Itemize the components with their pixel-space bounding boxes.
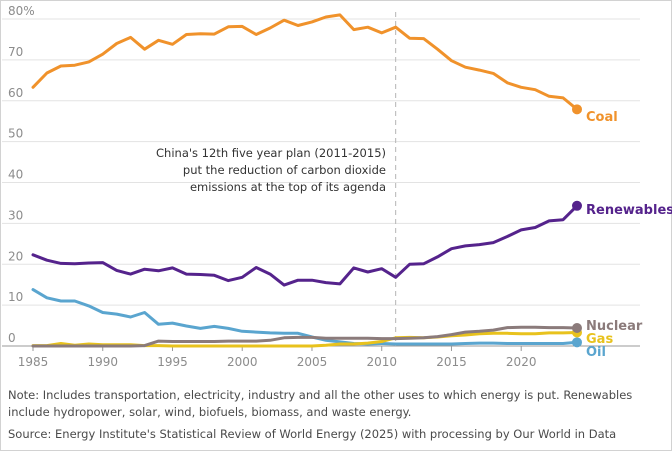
- y-tick-label: 30: [8, 208, 23, 222]
- source-text: Source: Energy Institute's Statistical R…: [8, 427, 617, 441]
- y-axis-ticks: 0 10 20 30 40 50 60 70 80%: [8, 4, 35, 345]
- coal-line: [31, 13, 579, 111]
- x-tick-label: 2000: [227, 355, 258, 369]
- footnotes: Note: Includes transportation, electrici…: [8, 387, 658, 443]
- coal-label: Coal: [586, 110, 618, 125]
- renewables-label: Renewables: [586, 203, 672, 218]
- annotation: China's 12th five year plan (2011-2015) p…: [156, 146, 386, 194]
- annotation-line: put the reduction of carbon dioxide: [183, 163, 386, 177]
- x-axis-ticks: 1985 1990 1995 2000 2005 2010 2015 2020: [18, 346, 537, 369]
- annotation-line: emissions at the top of its agenda: [190, 180, 386, 194]
- nuclear-endpoint: [572, 323, 582, 334]
- oil-line: [31, 288, 579, 346]
- y-tick-label: 40: [8, 168, 23, 182]
- x-tick-label: 1985: [18, 355, 49, 369]
- oil-label: Oil: [586, 345, 606, 360]
- y-tick-label: 80%: [8, 4, 35, 18]
- gas-label: Gas: [586, 332, 613, 347]
- x-tick-label: 1990: [87, 355, 118, 369]
- series-endpoints: [572, 104, 582, 348]
- renewables-line: [31, 204, 579, 287]
- y-tick-label: 60: [8, 86, 23, 100]
- y-tick-label: 70: [8, 45, 23, 59]
- y-tick-label: 20: [8, 249, 23, 263]
- nuclear-label: Nuclear: [586, 319, 643, 334]
- x-tick-label: 2020: [506, 355, 537, 369]
- line-chart: 0 10 20 30 40 50 60 70 80% 1985 1990 1995 2000 2005 2…: [2, 4, 672, 369]
- series-lines: [31, 13, 579, 348]
- renewables-endpoint: [572, 200, 582, 211]
- x-tick-label: 2005: [297, 355, 328, 369]
- y-tick-label: 10: [8, 290, 23, 304]
- x-tick-label: 2010: [366, 355, 397, 369]
- nuclear-line: [31, 325, 579, 348]
- coal-endpoint: [572, 104, 582, 115]
- x-tick-label: 1995: [157, 355, 188, 369]
- y-tick-label: 50: [8, 127, 23, 141]
- y-tick-label: 0: [8, 331, 16, 345]
- x-tick-label: 2015: [436, 355, 467, 369]
- oil-endpoint: [572, 337, 582, 348]
- note-text: Note: Includes transportation, electrici…: [8, 388, 633, 419]
- annotation-line: China's 12th five year plan (2011-2015): [156, 146, 386, 160]
